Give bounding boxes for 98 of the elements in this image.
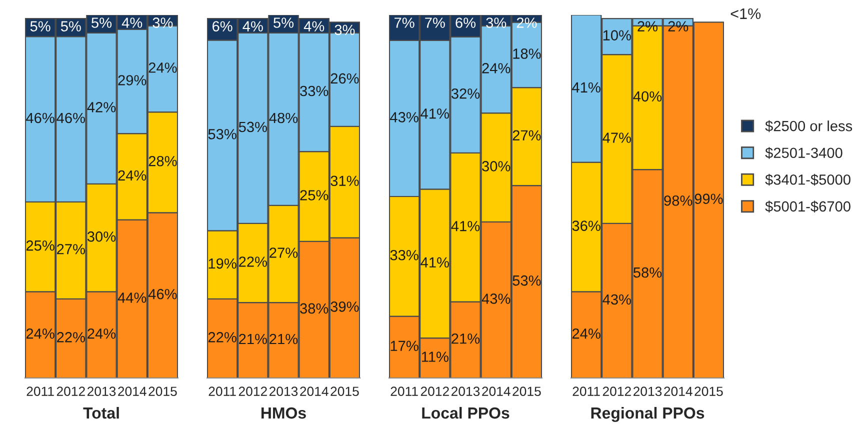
data-label: 30%	[87, 231, 116, 242]
data-label: 32%	[451, 88, 480, 99]
data-label: 3%	[334, 24, 355, 36]
x-tick-label: 2012	[602, 386, 631, 396]
data-label: 26%	[330, 73, 359, 84]
data-label: 53%	[512, 275, 541, 286]
x-tick-label: 2013	[633, 386, 662, 396]
data-label: 24%	[26, 328, 54, 339]
data-label: 6%	[212, 21, 232, 32]
data-label: 19%	[208, 258, 236, 269]
x-tick-label: 2014	[482, 386, 510, 396]
data-label: 5%	[60, 21, 81, 32]
data-label: 18%	[513, 48, 541, 59]
data-label: 41%	[451, 221, 480, 232]
x-tick-label: 2015	[512, 386, 541, 396]
data-label: 98%	[664, 195, 692, 206]
data-label: 24%	[118, 170, 146, 181]
data-label: 44%	[118, 292, 146, 303]
x-axis-title: HMOs	[261, 407, 306, 419]
data-label: 41%	[572, 82, 600, 93]
legend-label: $2500 or less	[765, 120, 852, 132]
data-label: 46%	[148, 288, 177, 300]
x-tick-label: 2011	[390, 386, 418, 396]
data-label: 3%	[486, 18, 506, 28]
data-label: 17%	[390, 340, 418, 352]
data-label: 99%	[694, 194, 723, 204]
data-label: 33%	[390, 250, 418, 260]
x-tick-label: 2011	[26, 386, 54, 396]
data-label: 46%	[56, 112, 85, 124]
data-label: 21%	[239, 334, 267, 344]
data-label: 27%	[270, 248, 298, 258]
data-label: 36%	[572, 220, 600, 231]
data-label: 29%	[118, 75, 146, 86]
data-label: 41%	[420, 108, 449, 119]
data-label: 24%	[572, 328, 600, 339]
data-label: 22%	[239, 256, 267, 267]
x-tick-label: 2013	[451, 386, 480, 396]
x-axis-title: Regional PPOs	[591, 406, 704, 422]
data-label: 22%	[57, 332, 85, 342]
x-tick-label: 2013	[87, 386, 116, 396]
x-tick-label: 2012	[420, 386, 449, 396]
data-label: 43%	[390, 112, 418, 122]
x-tick-label: 2014	[664, 386, 692, 396]
data-label: 4%	[304, 21, 324, 32]
data-label: 4%	[242, 21, 263, 32]
legend-label: $5001-$6700	[765, 200, 850, 212]
data-label: 43%	[482, 294, 510, 304]
text: <1%	[730, 8, 761, 20]
data-label: 21%	[452, 333, 480, 344]
data-label: 25%	[300, 190, 328, 200]
data-label: 53%	[208, 128, 236, 140]
data-label: 53%	[238, 122, 267, 132]
data-label: 28%	[148, 156, 177, 166]
data-label: 33%	[300, 86, 328, 96]
data-label: 10%	[603, 30, 631, 40]
x-tick-label: 2014	[118, 386, 146, 396]
data-label: 11%	[422, 352, 448, 362]
data-label: 46%	[26, 112, 54, 124]
data-label: 21%	[270, 334, 298, 344]
data-label: 24%	[148, 62, 177, 73]
data-label: 5%	[274, 18, 294, 28]
data-label: 38%	[300, 303, 328, 314]
x-tick-label: 2012	[238, 386, 267, 396]
data-label: 27%	[512, 130, 541, 140]
data-label: 43%	[602, 294, 631, 305]
data-label: 24%	[482, 63, 510, 74]
legend-label: $3401-$5000	[765, 174, 850, 186]
data-label: 5%	[92, 18, 112, 28]
data-label: 31%	[330, 176, 359, 186]
x-tick-label: 2015	[694, 386, 723, 396]
x-tick-label: 2015	[148, 386, 177, 396]
data-label: 4%	[122, 18, 142, 28]
x-axis-title: Total	[83, 406, 119, 419]
x-tick-label: 2014	[300, 386, 328, 396]
data-label: 47%	[602, 132, 631, 143]
legend-label: $2501-3400	[765, 147, 842, 159]
data-label: 22%	[208, 332, 236, 342]
data-label: 3%	[152, 18, 173, 28]
data-label: 25%	[26, 240, 54, 251]
x-tick-label: 2011	[208, 386, 236, 396]
data-label: 7%	[425, 18, 445, 28]
data-label: 39%	[330, 302, 359, 312]
x-tick-label: 2012	[56, 386, 85, 396]
data-label: 24%	[88, 328, 116, 339]
data-label: 7%	[394, 18, 414, 28]
x-tick-label: 2011	[572, 386, 600, 396]
data-label: 40%	[633, 91, 662, 102]
x-tick-label: 2013	[269, 386, 298, 396]
data-label: 42%	[87, 102, 116, 112]
data-label: 27%	[57, 244, 85, 254]
x-tick-label: 2015	[330, 386, 359, 396]
data-label: 30%	[482, 161, 510, 172]
data-label: 41%	[420, 257, 449, 268]
data-label: 6%	[456, 18, 476, 28]
data-label: 5%	[30, 21, 50, 32]
data-label: 58%	[633, 267, 662, 278]
x-axis-title: Local PPOs	[422, 406, 510, 419]
data-label: 48%	[269, 112, 298, 124]
